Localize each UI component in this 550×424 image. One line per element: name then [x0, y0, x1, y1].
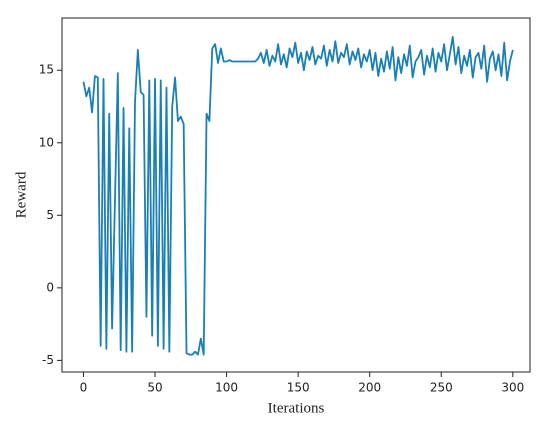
x-tick-label: 250: [430, 381, 453, 395]
x-tick-label: 0: [80, 381, 88, 395]
x-tick-label: 50: [147, 381, 162, 395]
y-axis-title: Reward: [13, 171, 29, 218]
plot-frame: [61, 17, 531, 373]
y-tick-label: 5: [46, 208, 54, 222]
y-tick-label: 10: [39, 135, 54, 149]
y-tick-label: -5: [42, 353, 54, 367]
x-tick-label: 100: [215, 381, 238, 395]
y-tick-label: 0: [46, 280, 54, 294]
y-tick-label: 15: [39, 63, 54, 77]
x-axis-title: Iterations: [268, 400, 325, 416]
x-tick-label: 150: [287, 381, 310, 395]
x-tick-label: 200: [358, 381, 381, 395]
line-series: [82, 35, 514, 356]
x-tick-label: 300: [501, 381, 524, 395]
